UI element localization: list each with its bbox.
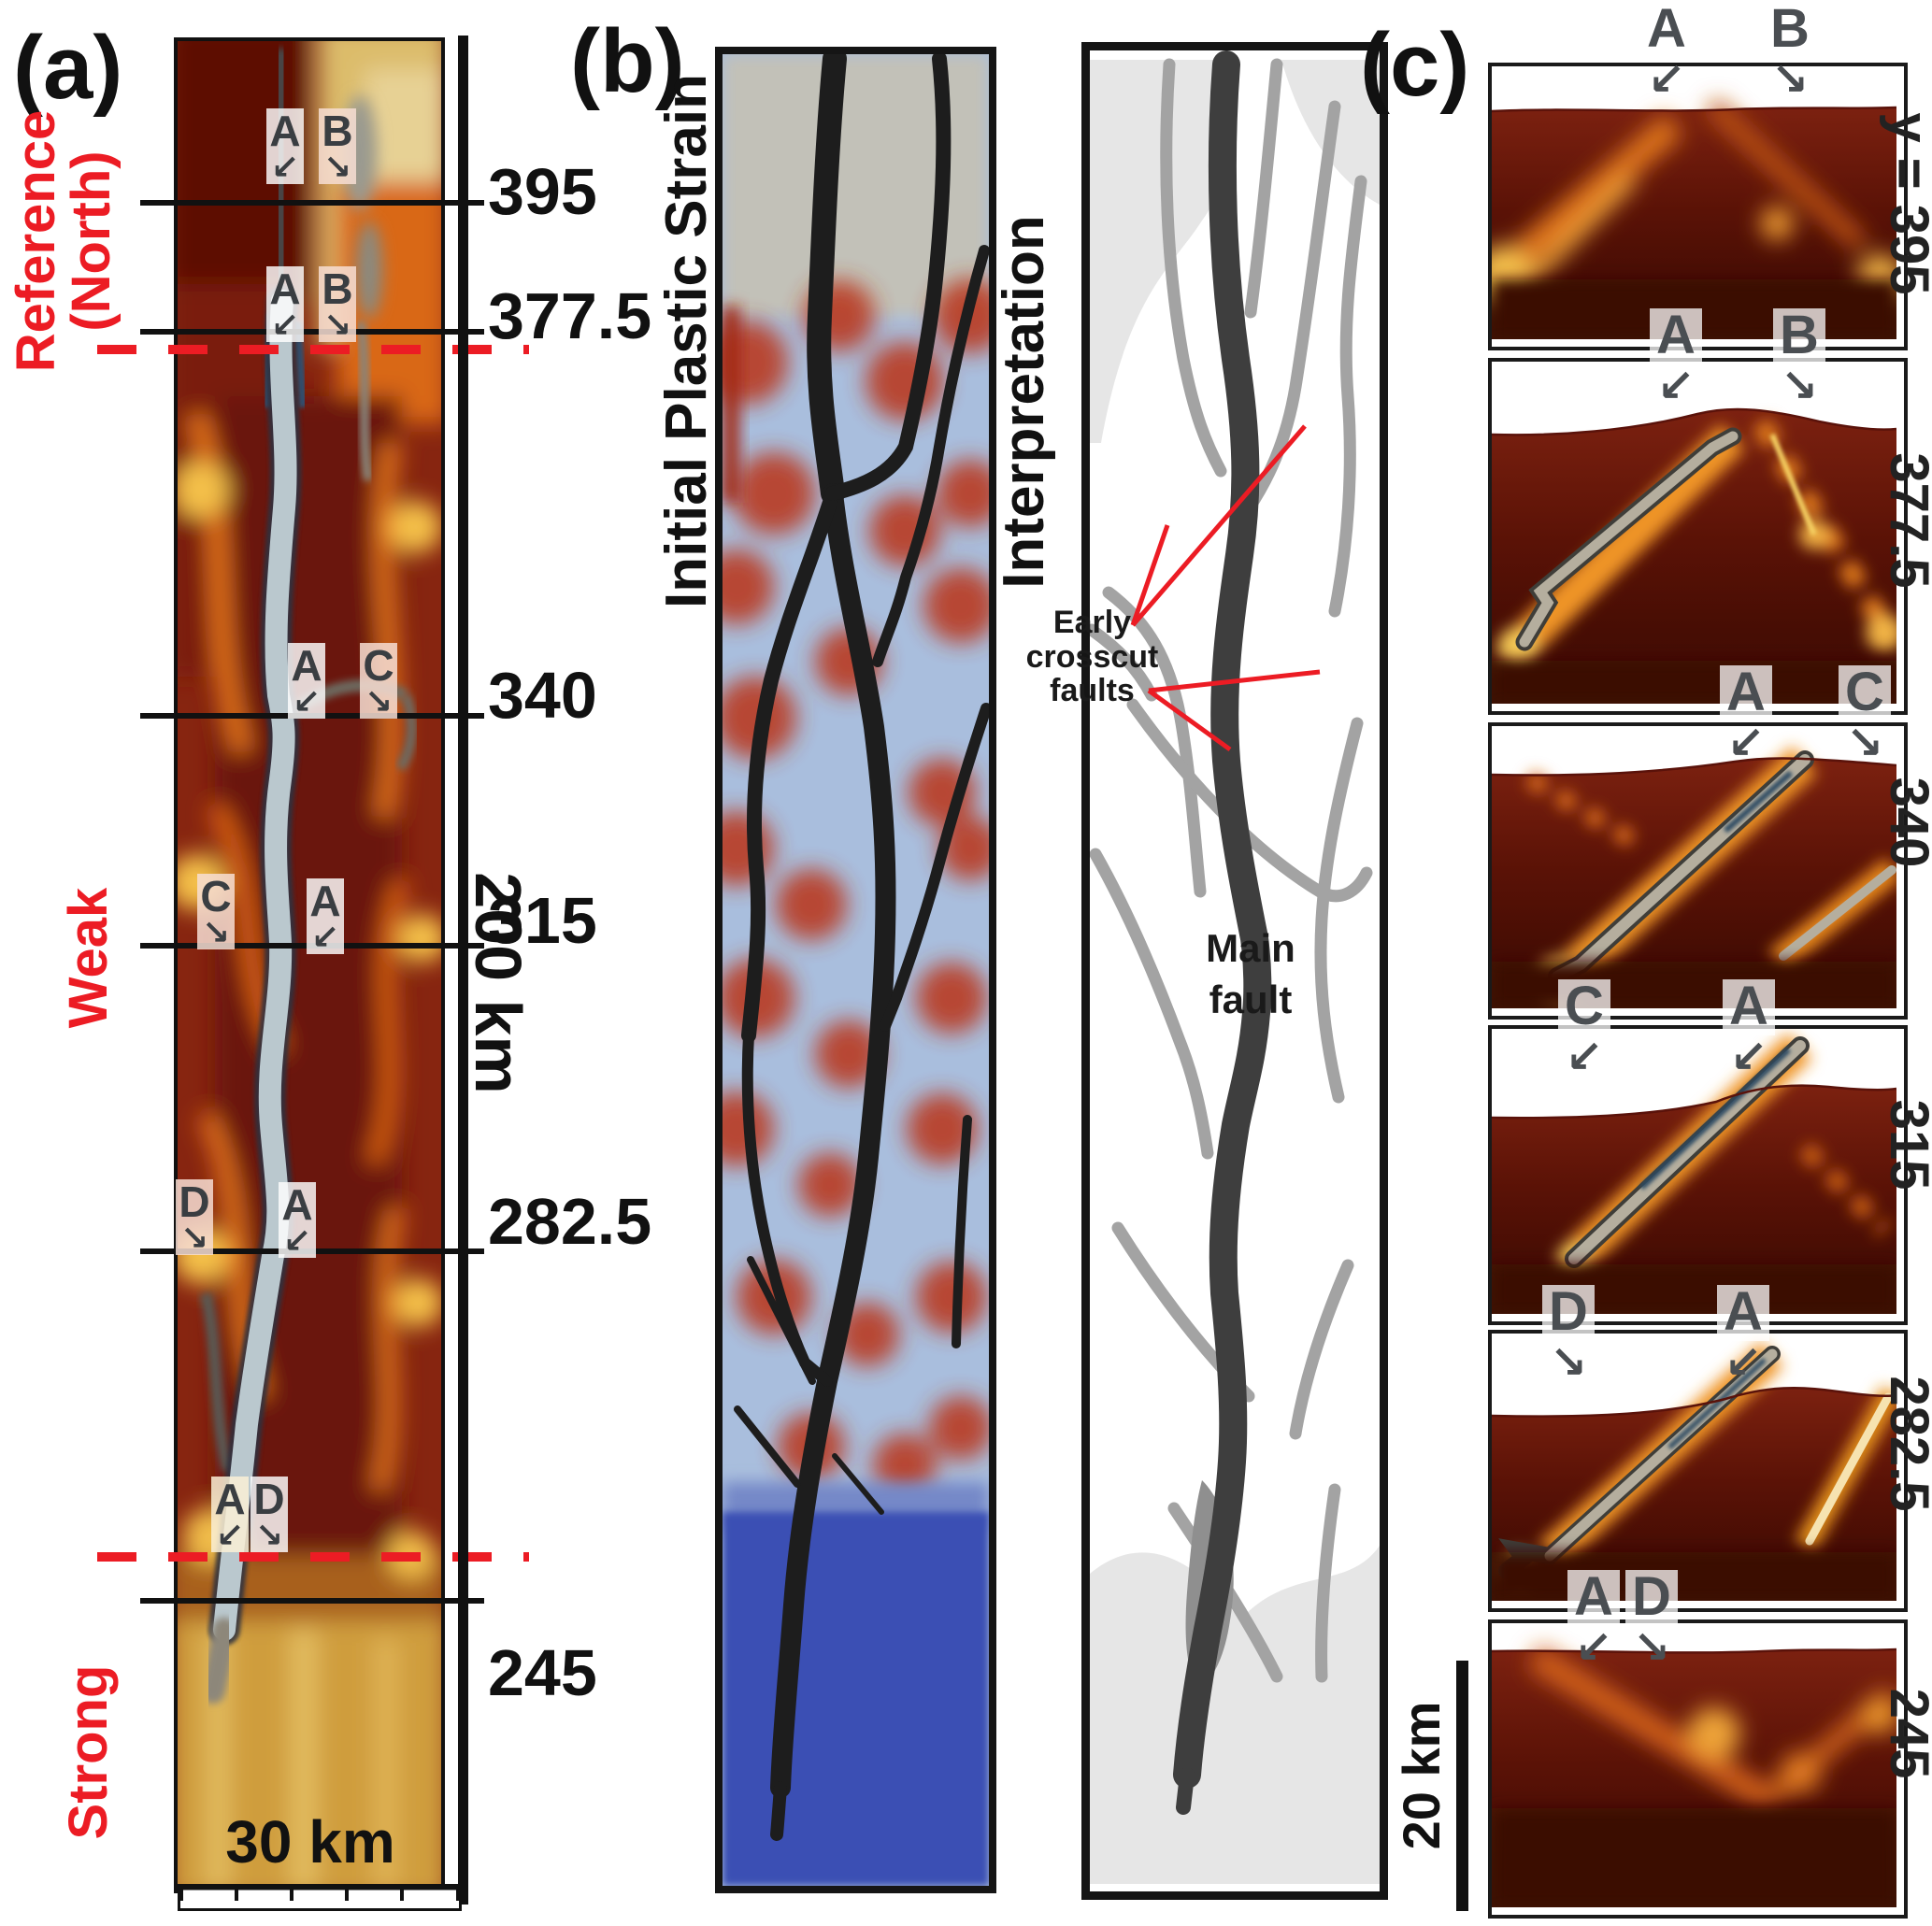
map-marker-a3: A ↙ — [288, 643, 325, 719]
arrow-sw-icon: ↙ — [1724, 1336, 1763, 1389]
section-marker-a1: A ↙ — [1647, 0, 1686, 106]
arrow-sw-icon: ↙ — [282, 1221, 312, 1261]
annotation-main-fault: Main fault — [1206, 926, 1295, 1021]
strain-panel-graphic — [723, 54, 989, 1886]
arrow-sw-icon: ↙ — [1729, 1031, 1768, 1083]
map-marker-a1: A ↙ — [266, 108, 304, 184]
interpretation-main-fault — [1173, 50, 1272, 1789]
axis-tick-282: 282.5 — [488, 1185, 652, 1258]
arrow-se-icon: ↘ — [1770, 53, 1810, 106]
panel-b-label: (b) — [570, 11, 685, 111]
arrow-sw-icon: ↙ — [270, 148, 300, 187]
arrow-sw-icon: ↙ — [1565, 1031, 1604, 1083]
section-marker-b2: B ↘ — [1768, 308, 1830, 412]
section-marker-b1: B ↘ — [1770, 0, 1810, 106]
section-line-395 — [140, 200, 484, 206]
arrow-sw-icon: ↙ — [292, 682, 322, 721]
section-marker-a3: A ↙ — [1715, 665, 1777, 769]
map-marker-a2: A ↙ — [266, 266, 304, 342]
map-marker-c3: C ↘ — [360, 643, 397, 719]
arrow-sw-icon: ↙ — [270, 306, 300, 345]
map-scale-label: 30 km — [225, 1808, 395, 1876]
arrow-sw-icon: ↙ — [1574, 1621, 1613, 1674]
section-line-245 — [140, 1598, 484, 1604]
section-scale-label: 20 km — [1392, 1701, 1452, 1850]
section-label-395: y = 395 — [1878, 112, 1932, 295]
cross-section-315 — [1488, 1025, 1908, 1325]
arrow-se-icon: ↘ — [322, 306, 352, 345]
map-marker-b1: B ↘ — [319, 108, 356, 184]
section-label-245: 245 — [1878, 1688, 1932, 1779]
strain-fault-network — [734, 54, 989, 1841]
section-marker-c4: C ↙ — [1553, 979, 1615, 1083]
interpretation-panel-title: Interpretation — [992, 215, 1057, 589]
arrow-sw-icon: ↙ — [1726, 717, 1766, 769]
section-label-315: 315 — [1878, 1099, 1932, 1191]
arrow-se-icon: ↘ — [1780, 360, 1819, 412]
arrow-sw-icon: ↙ — [1656, 360, 1696, 412]
map-marker-a4: A ↙ — [307, 878, 344, 954]
cross-section-282 — [1488, 1330, 1908, 1612]
arrow-se-icon: ↘ — [1632, 1621, 1671, 1674]
panel-c-label: (c) — [1360, 15, 1470, 115]
section-marker-a2: A ↙ — [1645, 308, 1707, 412]
axis-length-label: 200 km — [461, 872, 535, 1094]
axis-tick-315: 315 — [488, 884, 597, 957]
cross-section-245 — [1488, 1619, 1908, 1919]
arrow-se-icon: ↘ — [1549, 1336, 1588, 1389]
strain-deep-blue-region — [723, 1512, 989, 1886]
section-marker-c3: C ↘ — [1834, 665, 1896, 769]
cross-section-340 — [1488, 722, 1908, 1020]
panel-a-map-graphic — [178, 41, 441, 1890]
cross-section-395 — [1488, 63, 1908, 350]
panel-a-map — [174, 37, 445, 1893]
section-marker-a6: A ↙ — [1563, 1570, 1624, 1674]
section-line-377 — [140, 329, 484, 335]
map-marker-c4: C ↘ — [197, 874, 235, 949]
section-marker-d5: D ↘ — [1538, 1285, 1599, 1389]
section-marker-a4: A ↙ — [1718, 979, 1780, 1083]
section-label-282: 282.5 — [1878, 1376, 1932, 1512]
section-marker-a5: A ↙ — [1712, 1285, 1774, 1389]
arrow-sw-icon: ↙ — [1647, 53, 1686, 106]
panel-a-label: (a) — [13, 18, 123, 118]
map-marker-b2: B ↘ — [319, 266, 356, 342]
axis-tick-377: 377.5 — [488, 279, 652, 352]
section-marker-d6: D ↘ — [1621, 1570, 1682, 1674]
arrow-sw-icon: ↙ — [310, 918, 340, 957]
arrow-se-icon: ↘ — [254, 1516, 284, 1555]
map-marker-d6: D ↘ — [250, 1477, 288, 1552]
annotation-early-crosscut: Early crosscut faults — [1025, 605, 1159, 709]
cross-section-377 — [1488, 358, 1908, 715]
axis-tick-395: 395 — [488, 155, 597, 228]
section-label-377: 377.5 — [1878, 452, 1932, 589]
map-scale-ruler — [178, 1884, 462, 1912]
red-dashed-boundary-south — [97, 1552, 529, 1562]
arrow-se-icon: ↘ — [1845, 717, 1884, 769]
interpretation-graphic — [1090, 50, 1380, 1891]
map-marker-d5: D ↘ — [176, 1179, 213, 1255]
red-dashed-boundary-north — [97, 345, 529, 354]
arrow-se-icon: ↘ — [201, 913, 231, 952]
strain-panel-title: Initial Plastic Strain — [654, 74, 720, 608]
arrow-se-icon: ↘ — [179, 1219, 209, 1258]
reference-line1: Reference — [5, 109, 66, 373]
arrow-se-icon: ↘ — [322, 148, 352, 187]
interpretation-panel — [1081, 42, 1388, 1900]
map-marker-a5: A ↙ — [279, 1182, 316, 1258]
reference-line2: (North) — [61, 150, 122, 332]
axis-tick-340: 340 — [488, 659, 597, 732]
annotation-pointer-lines — [1130, 424, 1321, 752]
arrow-se-icon: ↘ — [364, 682, 394, 721]
section-scale-bar — [1456, 1661, 1468, 1911]
side-label-weak: Weak — [58, 887, 120, 1029]
panel-a-axis-line — [458, 36, 468, 1905]
axis-tick-245: 245 — [488, 1636, 597, 1709]
interpretation-secondary-faults — [1090, 58, 1373, 1683]
strain-panel — [715, 47, 996, 1893]
side-label-strong: Strong — [58, 1664, 120, 1840]
map-marker-a6: A ↙ — [211, 1477, 249, 1552]
arrow-sw-icon: ↙ — [215, 1516, 245, 1555]
